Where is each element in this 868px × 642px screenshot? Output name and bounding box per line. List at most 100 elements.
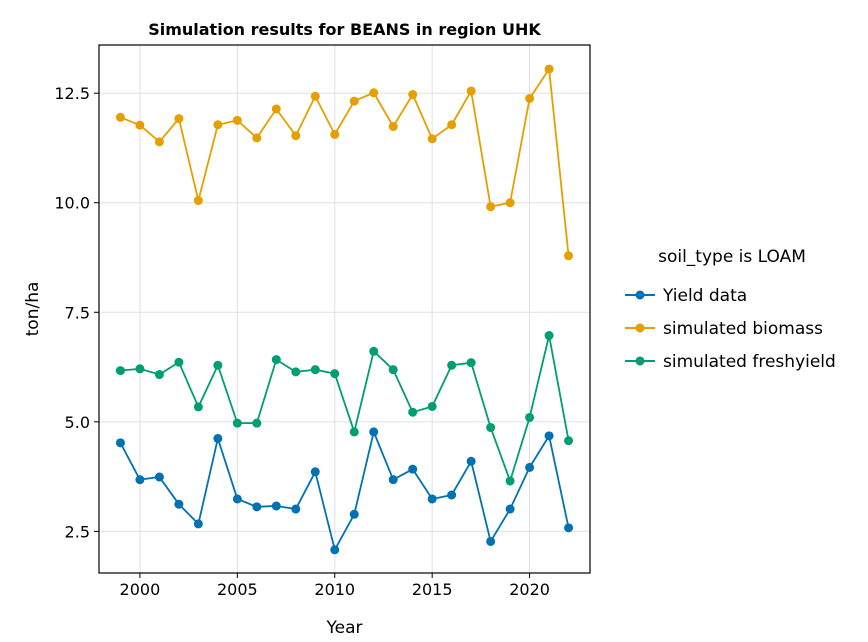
x-tick-label: 2010 (314, 580, 355, 599)
data-point (330, 129, 340, 139)
data-point (310, 91, 320, 101)
data-point (115, 112, 125, 122)
data-point (486, 536, 496, 546)
data-point (252, 418, 262, 428)
data-point (408, 407, 418, 417)
data-point (213, 360, 223, 370)
data-point (193, 402, 203, 412)
data-point (388, 122, 398, 132)
data-point (544, 64, 554, 74)
legend-marker (635, 323, 645, 333)
data-point (349, 427, 359, 437)
chart-title: Simulation results for BEANS in region U… (148, 20, 541, 39)
legend-marker (635, 356, 645, 366)
data-point (349, 96, 359, 106)
data-point (174, 357, 184, 367)
data-point (427, 494, 437, 504)
data-point (232, 418, 242, 428)
series-line (120, 334, 570, 482)
x-tick-label: 2020 (509, 580, 550, 599)
data-point (486, 423, 496, 433)
data-point (505, 504, 515, 514)
legend-title: soil_type is LOAM (658, 247, 806, 267)
data-point (330, 369, 340, 379)
data-point (564, 523, 574, 533)
legend-item: Yield data (625, 286, 747, 306)
x-tick-label: 2005 (217, 580, 258, 599)
data-point (466, 358, 476, 368)
data-point (193, 519, 203, 529)
y-axis-label: ton/ha (23, 282, 43, 337)
data-point (174, 114, 184, 124)
data-point (115, 438, 125, 448)
data-point (447, 120, 457, 130)
data-point (486, 202, 496, 212)
data-point (369, 88, 379, 98)
data-point (154, 370, 164, 380)
data-point (213, 120, 223, 130)
data-point (291, 367, 301, 377)
data-point (427, 401, 437, 411)
series-line (119, 431, 570, 551)
data-point (193, 196, 203, 206)
data-point (427, 134, 437, 144)
data-point (505, 198, 515, 208)
series (115, 331, 574, 486)
data-point (564, 436, 574, 446)
data-point (525, 462, 535, 472)
series (115, 64, 574, 261)
data-point (135, 475, 145, 485)
data-point (135, 120, 145, 130)
data-point (505, 476, 515, 486)
legend-label: Yield data (662, 286, 747, 306)
axis-ticks: 2000 2005 2010 2015 2020 2.5 5.0 7.5 10.0 12.5 (54, 84, 550, 599)
data-point (525, 93, 535, 103)
data-point (408, 90, 418, 100)
data-point (466, 86, 476, 96)
data-point (447, 360, 457, 370)
data-point (330, 545, 340, 555)
data-point (466, 456, 476, 466)
data-point (310, 467, 320, 477)
data-point (135, 364, 145, 374)
data-point (252, 502, 262, 512)
series-layer (115, 64, 574, 555)
x-axis-label: Year (326, 618, 363, 638)
data-point (544, 331, 554, 341)
data-point (408, 464, 418, 474)
legend-label: simulated freshyield (663, 352, 836, 372)
data-point (213, 433, 223, 443)
data-point (369, 346, 379, 356)
legend-marker (635, 290, 645, 300)
plot-frame (98, 44, 591, 574)
data-point (291, 131, 301, 141)
data-point (252, 133, 262, 143)
x-tick-label: 2000 (120, 580, 161, 599)
data-point (349, 509, 359, 519)
y-tick-label: 7.5 (65, 303, 90, 322)
y-tick-label: 5.0 (65, 413, 90, 432)
data-point (369, 427, 379, 437)
data-point (115, 366, 125, 376)
legend-item: simulated biomass (625, 319, 823, 339)
y-tick-label: 2.5 (65, 522, 90, 541)
data-point (271, 104, 281, 114)
y-tick-label: 12.5 (54, 84, 90, 103)
data-point (154, 472, 164, 482)
x-tick-label: 2015 (412, 580, 453, 599)
data-point (388, 365, 398, 375)
data-point (544, 431, 554, 441)
series (115, 427, 574, 555)
data-point (232, 494, 242, 504)
data-point (291, 504, 301, 514)
y-tick-label: 10.0 (54, 194, 90, 213)
data-point (271, 355, 281, 365)
data-point (447, 490, 457, 500)
data-point (564, 251, 574, 261)
legend: soil_type is LOAM Yield data simulated bi… (625, 247, 836, 372)
data-point (174, 499, 184, 509)
legend-item: simulated freshyield (625, 352, 836, 372)
data-point (388, 475, 398, 485)
